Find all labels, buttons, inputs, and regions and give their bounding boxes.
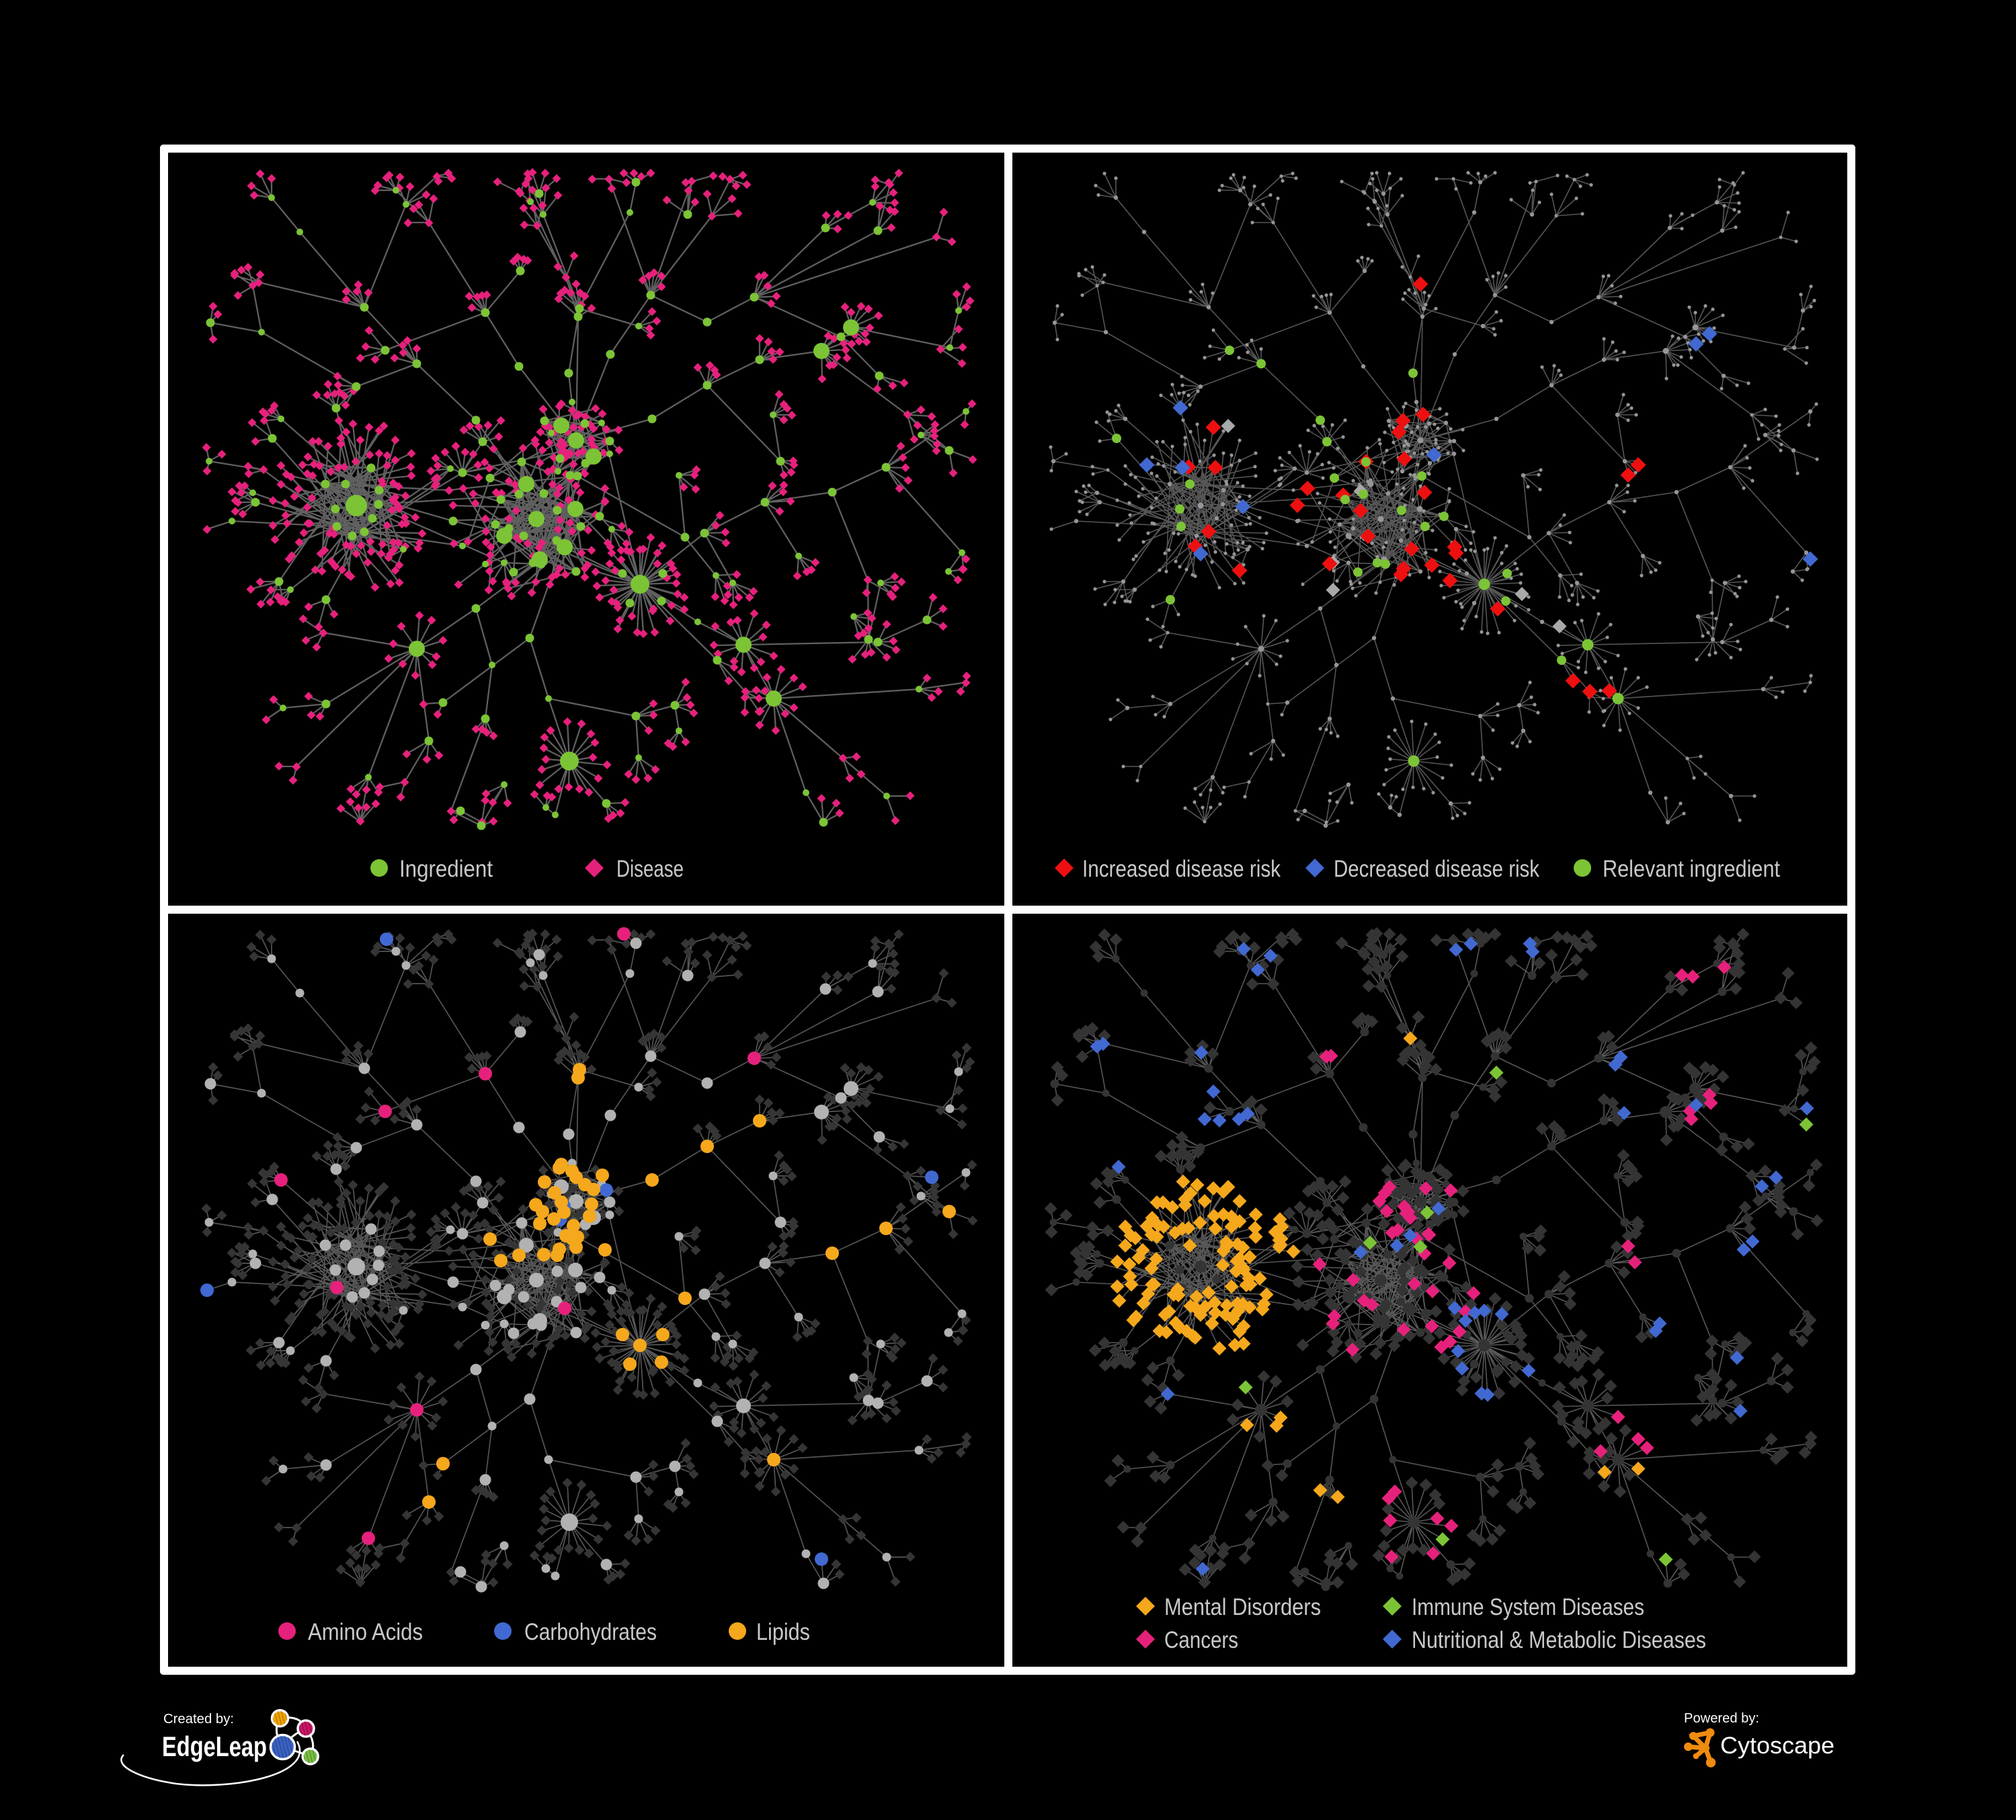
svg-text:Decreased disease risk: Decreased disease risk [1334,856,1539,882]
svg-text:Disease: Disease [616,856,684,882]
svg-text:Increased disease risk: Increased disease risk [1082,856,1281,882]
svg-text:Ingredient: Ingredient [399,856,493,882]
svg-text:Cancers: Cancers [1164,1627,1238,1653]
svg-text:Amino Acids: Amino Acids [308,1619,423,1645]
svg-text:Cytoscape: Cytoscape [1720,1733,1834,1759]
svg-text:Immune System Diseases: Immune System Diseases [1412,1594,1644,1620]
svg-text:Carbohydrates: Carbohydrates [524,1619,657,1645]
svg-text:Relevant ingredient: Relevant ingredient [1603,856,1780,882]
svg-text:Lipids: Lipids [756,1619,810,1645]
svg-text:Mental Disorders: Mental Disorders [1164,1594,1321,1620]
svg-text:EdgeLeap: EdgeLeap [162,1731,267,1762]
svg-text:Nutritional & Metabolic Diseas: Nutritional & Metabolic Diseases [1412,1627,1706,1653]
svg-text:Created by:: Created by: [163,1712,234,1727]
svg-text:Powered by:: Powered by: [1684,1711,1759,1726]
